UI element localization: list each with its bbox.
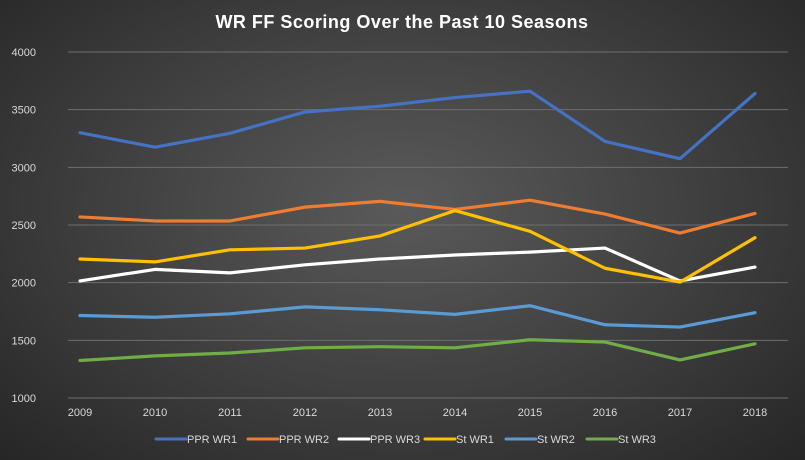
x-axis-ticks: 2009 2010 2011 2012 2013 2014 2015 2016 2017 2018: [68, 407, 767, 419]
series-line: [78, 304, 757, 329]
x-tick-label: 2010: [143, 407, 167, 419]
series-line: [78, 208, 757, 284]
x-tick-label: 2018: [743, 407, 767, 419]
series-lines: [78, 89, 757, 363]
y-tick-label: 2000: [12, 278, 36, 290]
series-line: [78, 246, 757, 283]
y-tick-label: 1000: [12, 393, 36, 405]
y-tick-label: 4000: [12, 47, 36, 59]
series-line: [78, 89, 757, 161]
legend-label: PPR WR2: [279, 434, 329, 446]
x-tick-label: 2017: [668, 407, 692, 419]
legend-label: PPR WR3: [370, 434, 420, 446]
chart-title: WR FF Scoring Over the Past 10 Seasons: [215, 12, 588, 32]
x-tick-label: 2015: [518, 407, 542, 419]
legend-label: PPR WR1: [187, 434, 237, 446]
x-tick-label: 2011: [218, 407, 242, 419]
x-tick-label: 2009: [68, 407, 92, 419]
legend-label: St WR2: [537, 434, 575, 446]
y-axis-ticks: 1000 1500 2000 2500 3000 3500 4000: [12, 47, 36, 405]
x-tick-label: 2014: [443, 407, 467, 419]
legend-label: St WR1: [456, 434, 494, 446]
gridlines: [68, 51, 788, 399]
series-line: [78, 338, 757, 363]
y-tick-label: 1500: [12, 335, 36, 347]
y-tick-label: 2500: [12, 220, 36, 232]
x-tick-label: 2012: [293, 407, 317, 419]
x-tick-label: 2013: [368, 407, 392, 419]
series-line: [78, 198, 757, 235]
y-tick-label: 3500: [12, 105, 36, 117]
legend: PPR WR1 PPR WR2 PPR WR3 St WR1 St WR2 St WR3: [154, 434, 656, 446]
y-tick-label: 3000: [12, 162, 36, 174]
legend-label: St WR3: [618, 434, 656, 446]
x-tick-label: 2016: [593, 407, 617, 419]
